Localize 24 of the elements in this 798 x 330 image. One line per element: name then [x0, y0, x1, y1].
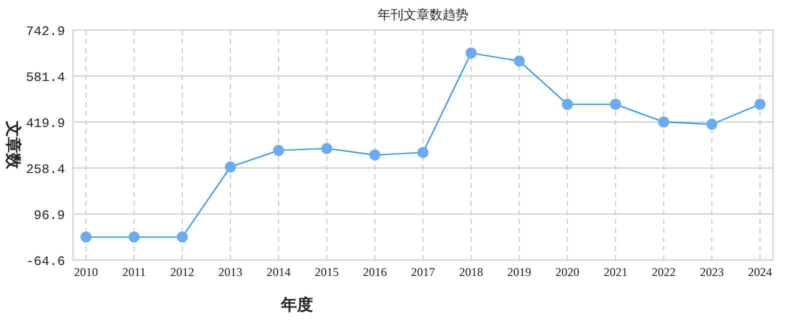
x-tick-label: 2010 — [74, 265, 98, 279]
chart-title: 年刊文章数趋势 — [378, 7, 468, 22]
y-tick-label: 742.9 — [26, 24, 65, 39]
x-tick-label: 2011 — [122, 265, 146, 279]
x-tick-label: 2016 — [362, 265, 387, 279]
x-tick-label: 2015 — [314, 265, 339, 279]
x-tick-label: 2012 — [170, 265, 194, 279]
x-tick-label: 2017 — [411, 265, 435, 279]
y-tick-label: 419.9 — [26, 116, 65, 131]
y-axis-title: 文章数 — [4, 120, 22, 170]
y-tick-label: 96.9 — [34, 208, 65, 223]
x-tick-label: 2014 — [266, 265, 291, 279]
x-axis-title: 年度 — [280, 295, 313, 314]
x-tick-label: 2024 — [748, 265, 772, 279]
x-tick-label: 2023 — [700, 265, 724, 279]
x-tick-label: 2021 — [604, 265, 628, 279]
x-tick-label: 2019 — [507, 265, 532, 279]
x-tick-label: 2022 — [652, 265, 676, 279]
x-tick-label: 2020 — [555, 265, 580, 279]
y-tick-label: 258.4 — [26, 162, 66, 177]
x-tick-label: 2013 — [218, 265, 242, 279]
x-tick-label: 2018 — [459, 265, 484, 279]
y-tick-label: -64.6 — [26, 254, 65, 269]
y-tick-label: 581.4 — [26, 70, 66, 85]
